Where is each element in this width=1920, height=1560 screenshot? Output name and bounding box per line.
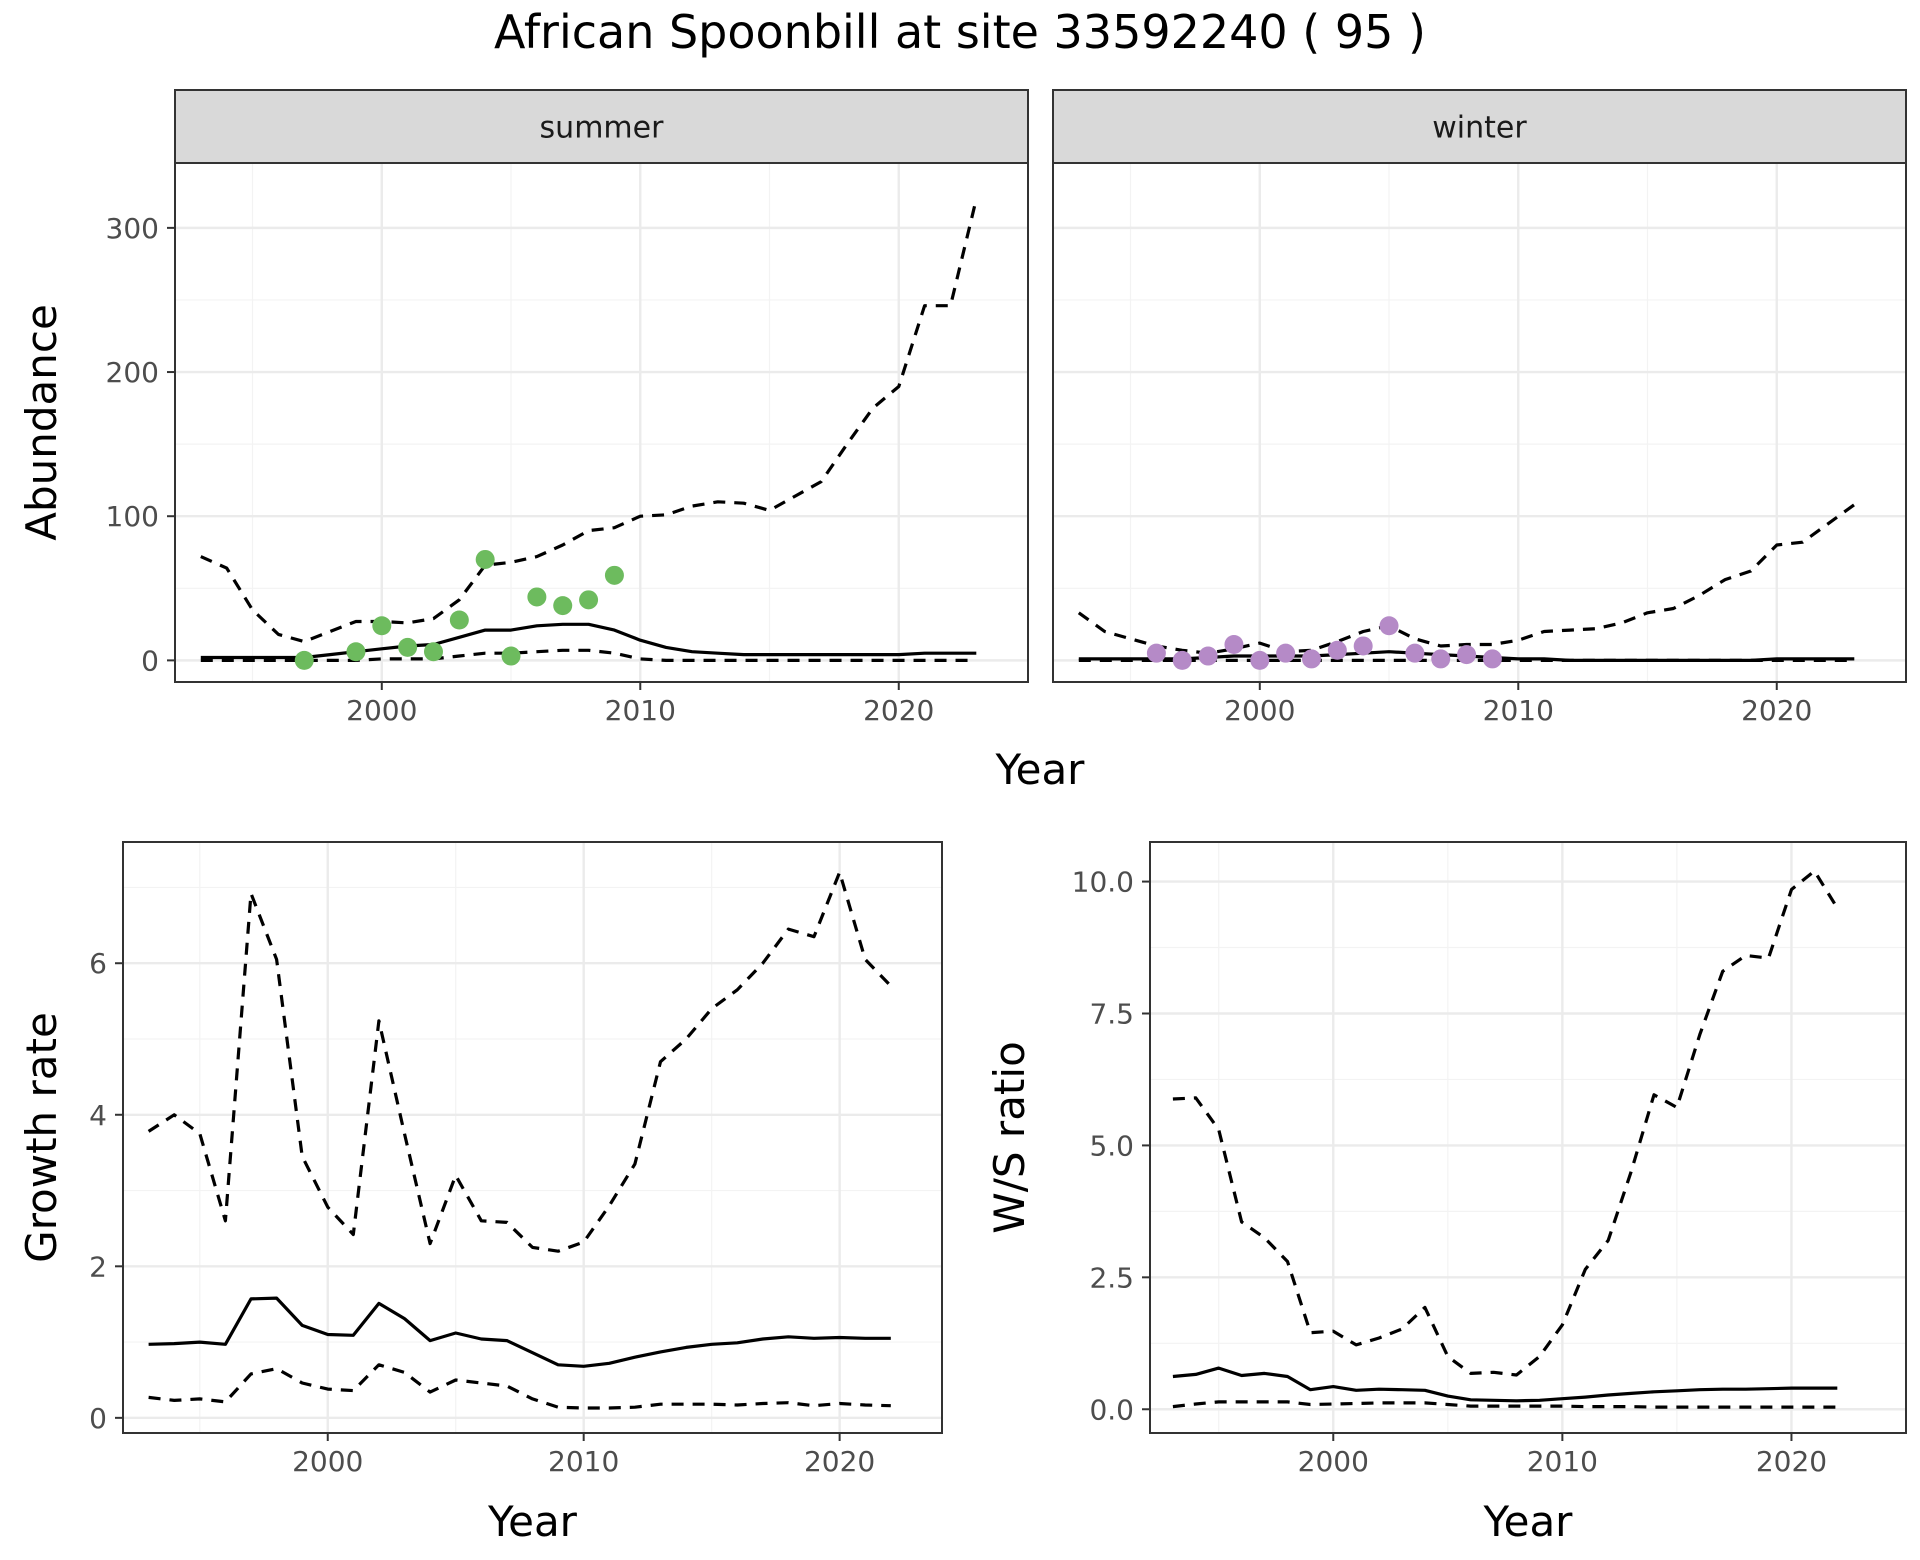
y-tick-label: 5.0 <box>1089 1129 1134 1162</box>
x-axis-title-top: Year <box>995 745 1086 794</box>
plot-area <box>123 842 942 1433</box>
y-tick-label: 4 <box>89 1099 107 1132</box>
x-tick-label: 2020 <box>804 1445 875 1478</box>
data-point <box>1276 643 1296 663</box>
data-point <box>294 650 314 670</box>
x-tick-label: 2020 <box>863 694 934 727</box>
facet-strip-label: winter <box>1432 111 1527 146</box>
panel-border <box>1149 841 1907 1434</box>
data-point <box>501 646 521 666</box>
data-point <box>579 590 599 610</box>
series-line-estimate <box>1172 1366 1838 1403</box>
panel-border <box>122 841 943 1434</box>
facet-strip-label: summer <box>540 111 665 146</box>
data-point <box>475 549 495 569</box>
y-axis-title: Abundance <box>17 304 66 541</box>
panel-winter: winter 2000 2010 2020 <box>1052 89 1907 727</box>
series-line-lower <box>1172 1400 1838 1409</box>
data-point <box>1457 645 1477 665</box>
series-line-upper <box>147 870 892 1253</box>
y-tick-label: 10.0 <box>1072 866 1134 899</box>
main-title: African Spoonbill at site 33592240 ( 95 … <box>494 5 1426 59</box>
data-point <box>1353 636 1373 656</box>
data-point <box>604 565 624 585</box>
facet-strip <box>174 89 1029 164</box>
data-point <box>1405 643 1425 663</box>
series-line-lower <box>148 1363 891 1410</box>
y-tick-label: 2 <box>89 1250 107 1283</box>
y-tick-label: 0.0 <box>1089 1393 1134 1426</box>
x-tick-label: 2000 <box>292 1445 363 1478</box>
plot-area <box>175 163 1028 682</box>
data-point <box>1379 616 1399 636</box>
y-tick-label: 0 <box>141 644 159 677</box>
data-point <box>449 610 469 630</box>
y-tick-label: 300 <box>106 212 159 245</box>
data-point <box>1172 650 1192 670</box>
data-point <box>1198 646 1218 666</box>
plot-area <box>1053 163 1906 682</box>
data-point <box>1482 649 1502 669</box>
data-point <box>1301 649 1321 669</box>
data-point <box>1327 640 1347 660</box>
x-tick-label: 2010 <box>1527 1445 1598 1478</box>
y-tick-label: 6 <box>89 947 107 980</box>
series-line-estimate <box>148 1296 891 1368</box>
panel-summer: summer 2000 2010 2020 0 100 200 300 Abundance <box>17 89 1029 727</box>
x-tick-label: 2010 <box>548 1445 619 1478</box>
y-tick-label: 2.5 <box>1089 1261 1134 1294</box>
facet-strip <box>1052 89 1907 164</box>
data-point <box>346 642 366 662</box>
y-tick-label: 7.5 <box>1089 997 1134 1030</box>
data-point <box>423 642 443 662</box>
data-point <box>1250 650 1270 670</box>
y-axis-title: W/S ratio <box>985 1041 1034 1234</box>
y-tick-label: 0 <box>89 1402 107 1435</box>
x-tick-label: 2020 <box>1741 694 1812 727</box>
x-tick-label: 2000 <box>346 694 417 727</box>
x-tick-label: 2010 <box>605 694 676 727</box>
panel-growth: 2000 2010 2020 0 2 4 6 Growth rate Year <box>17 841 943 1546</box>
panel-ratio: 2000 2010 2020 0.0 2.5 5.0 7.5 10.0 W/S ratio Yea… <box>985 841 1907 1546</box>
data-point <box>527 587 547 607</box>
x-axis-title: Year <box>487 1497 578 1546</box>
x-tick-label: 2000 <box>1224 694 1295 727</box>
data-point <box>1431 649 1451 669</box>
data-point <box>372 616 392 636</box>
x-tick-label: 2000 <box>1298 1445 1369 1478</box>
y-tick-label: 100 <box>106 500 159 533</box>
x-tick-label: 2020 <box>1756 1445 1827 1478</box>
x-axis-title: Year <box>1483 1497 1574 1546</box>
series-line-lower <box>200 648 977 662</box>
data-point <box>398 637 418 657</box>
data-point <box>553 596 573 616</box>
series-line-upper <box>1172 869 1839 1377</box>
y-tick-label: 200 <box>106 356 159 389</box>
plot-area <box>1150 842 1906 1433</box>
data-point <box>1224 635 1244 655</box>
y-axis-title: Growth rate <box>17 1012 66 1263</box>
data-point <box>1146 643 1166 663</box>
series-line-estimate <box>200 622 977 660</box>
x-tick-label: 2010 <box>1483 694 1554 727</box>
